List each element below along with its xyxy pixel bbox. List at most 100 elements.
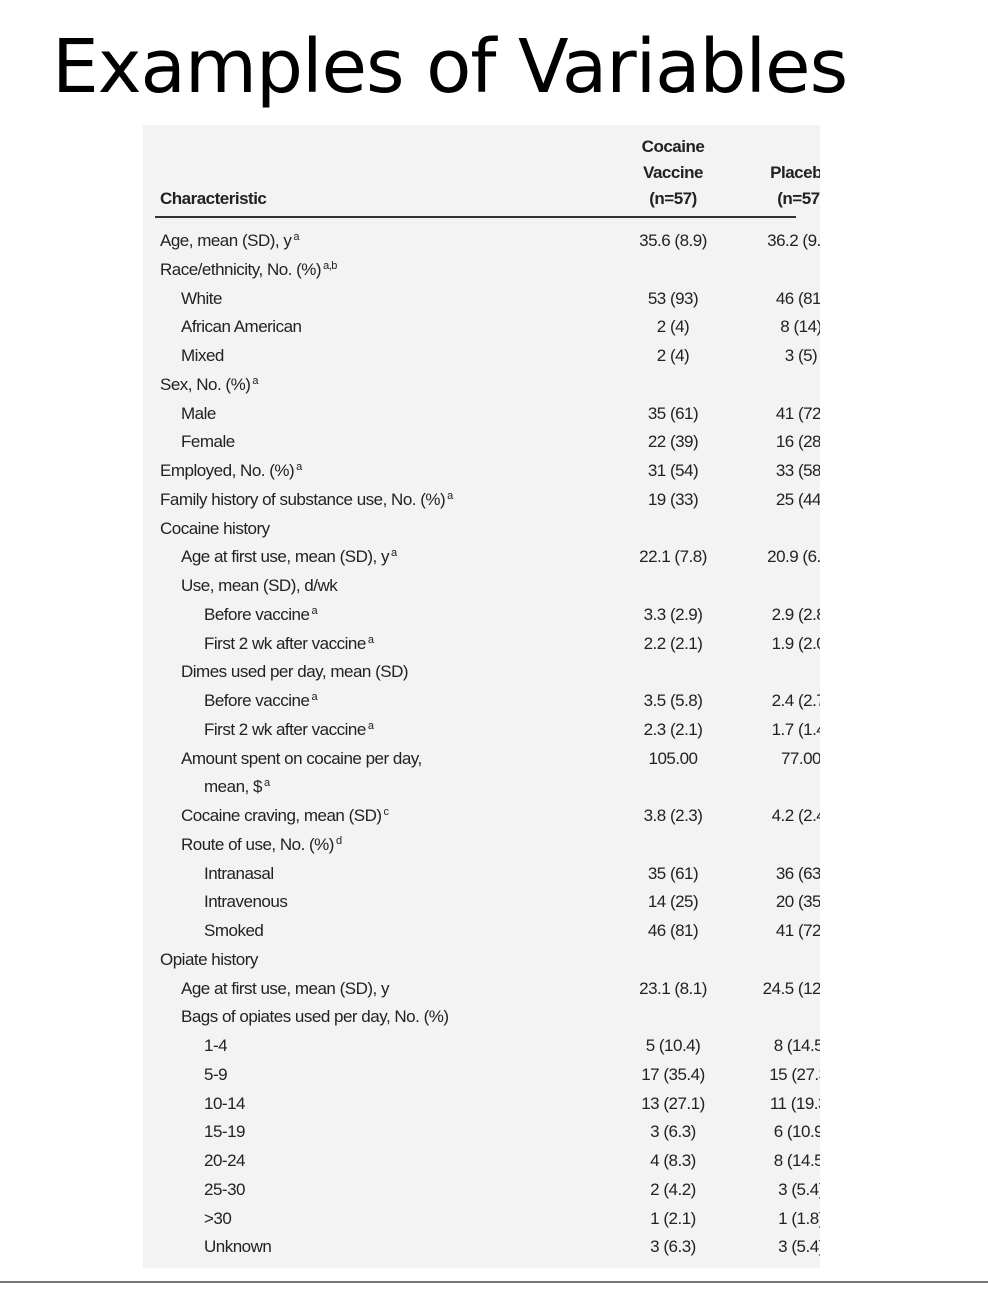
cell-value: 3 (5.4): [778, 1237, 820, 1257]
cell-value: 2.3 (2.1): [643, 719, 703, 739]
footnote-marker: a: [367, 633, 374, 646]
bottom-rule: [0, 1281, 988, 1283]
cell-value: 77.00: [780, 748, 820, 768]
table: Characteristic Cocaine Vaccine (n=57) Placeb…: [143, 125, 820, 1268]
row-label: 10-14: [204, 1093, 245, 1113]
cell-value: 46 (81): [775, 288, 820, 308]
row-label: Mixed: [181, 346, 224, 365]
footnote-marker: a: [263, 777, 270, 790]
cell-value: 2 (4): [656, 317, 690, 337]
row-label: 5-9: [204, 1064, 228, 1084]
row-label: Female: [181, 432, 235, 452]
footnote-marker: a: [252, 374, 258, 387]
row-label: mean, $ a: [204, 777, 270, 797]
cell-value: 4 (8.3): [650, 1151, 696, 1170]
row-label: Route of use, No. (%) d: [181, 834, 342, 854]
cell-value: 41 (72): [775, 403, 820, 423]
cell-value: 1.7 (1.4): [771, 719, 820, 739]
cell-value: 11 (19.3): [769, 1093, 820, 1113]
header-rule: [155, 216, 796, 218]
footnote-marker: a: [390, 547, 397, 560]
row-label: Amount spent on cocaine per day,: [181, 748, 422, 768]
cell-value: 1 (2.1): [650, 1208, 696, 1228]
row-label: White: [181, 288, 222, 308]
row-label: 15-19: [204, 1122, 245, 1142]
row-label: Opiate history: [160, 949, 258, 969]
header-label: Characteristic: [160, 189, 267, 208]
row-label: Race/ethnicity, No. (%) a,b: [160, 259, 337, 279]
cell-value: 53 (93): [647, 288, 699, 308]
row-label: Male: [181, 403, 216, 423]
cell-value: 20 (35): [775, 892, 820, 912]
row-label: First 2 wk after vaccine a: [204, 719, 374, 739]
cell-value: 35 (61): [647, 403, 699, 423]
footnote-marker: a: [296, 461, 302, 473]
cell-value: 6 (10.9): [773, 1122, 820, 1142]
cell-value: 2.4 (2.7): [771, 691, 820, 710]
row-label: First 2 wk after vaccine a: [204, 633, 374, 653]
cell-value: 8 (14.5): [773, 1036, 820, 1055]
cell-value: 2.2 (2.1): [643, 633, 703, 653]
row-label: Smoked: [204, 921, 264, 940]
footnote-marker: d: [335, 834, 342, 847]
footnote-marker: c: [383, 806, 390, 818]
footnote-marker: a: [367, 719, 374, 732]
row-label: Cocaine craving, mean (SD) c: [181, 806, 390, 825]
cell-value: 22.1 (7.8): [639, 547, 707, 567]
row-label: 25-30: [204, 1179, 245, 1199]
cell-value: 2 (4.2): [650, 1179, 696, 1199]
row-label: >30: [204, 1208, 232, 1228]
cell-value: 35 (61): [647, 863, 699, 883]
row-label: Use, mean (SD), d/wk: [181, 576, 338, 595]
cell-value: 2.9 (2.8): [771, 604, 820, 624]
cell-value: 20.9 (6.1): [767, 547, 820, 567]
row-label: 20-24: [204, 1151, 245, 1170]
footnote-marker: a: [311, 604, 318, 617]
cell-value: 19 (33): [647, 489, 699, 509]
column-header: Cocaine: [641, 137, 705, 156]
footnote-marker: a,b: [323, 259, 337, 272]
cell-value: 3.5 (5.8): [643, 691, 703, 710]
cell-value: 14 (25): [647, 892, 699, 912]
cell-value: 35.6 (8.9): [639, 231, 707, 250]
cell-value: 24.5 (12.2): [762, 978, 820, 998]
row-label: Dimes used per day, mean (SD): [181, 662, 409, 682]
cell-value: 36.2 (9.3): [767, 231, 820, 250]
column-header: Placebo: [770, 163, 820, 182]
column-header: (n=57): [777, 189, 820, 208]
cell-value: 3 (5.4): [778, 1179, 820, 1199]
row-label: Sex, No. (%) a: [160, 374, 258, 394]
cell-value: 22 (39): [647, 432, 699, 452]
cell-value: 31 (54): [647, 461, 699, 480]
row-label: African American: [181, 317, 302, 337]
cell-value: 3.8 (2.3): [643, 806, 703, 825]
cell-value: 16 (28): [775, 432, 820, 452]
row-label: Intranasal: [204, 863, 274, 883]
footnote-marker: a: [293, 231, 299, 243]
row-label: 1-4: [204, 1036, 228, 1055]
column-header: Vaccine: [643, 163, 703, 182]
cell-value: 36 (63): [775, 863, 820, 883]
cell-value: 1 (1.8): [778, 1208, 820, 1228]
row-label: Bags of opiates used per day, No. (%): [181, 1007, 449, 1027]
column-header: (n=57): [649, 189, 697, 208]
cell-value: 3 (5): [784, 346, 818, 365]
cell-value: 105.00: [648, 748, 699, 768]
cell-value: 1.9 (2.0): [771, 633, 820, 653]
cell-value: 2 (4): [656, 346, 690, 365]
footnote-marker: a: [311, 691, 318, 703]
cell-value: 15 (27.3): [769, 1064, 820, 1084]
row-label: Unknown: [204, 1237, 272, 1257]
row-label: Intravenous: [204, 892, 288, 912]
row-label: Age at first use, mean (SD), y: [181, 978, 389, 998]
cell-value: 8 (14): [780, 317, 820, 337]
row-label: Employed, No. (%) a: [160, 461, 302, 480]
row-label: Before vaccine a: [204, 604, 318, 624]
cell-value: 8 (14.5): [773, 1151, 820, 1170]
cell-value: 46 (81): [647, 921, 699, 940]
slide-title: Examples of Variables: [52, 24, 848, 110]
cell-value: 3.3 (2.9): [643, 604, 703, 624]
